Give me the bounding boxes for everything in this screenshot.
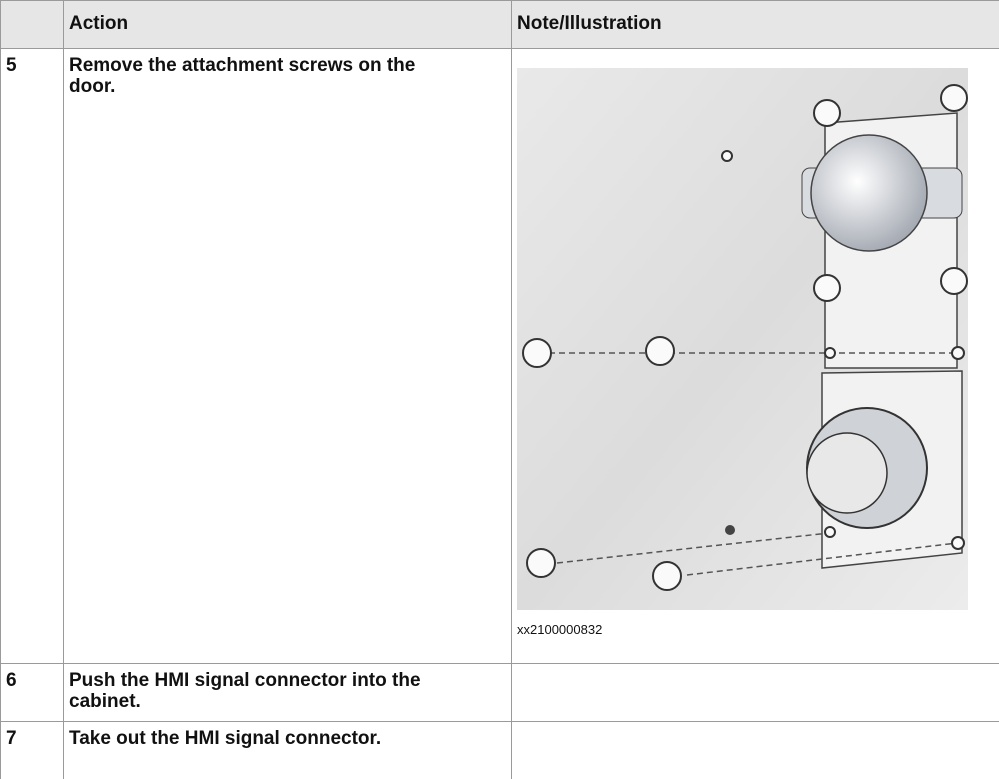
note-cell [511, 48, 999, 664]
action-text: Remove the attachment screws on the door… [63, 48, 512, 664]
illustration [517, 68, 968, 610]
note-cell [511, 721, 999, 779]
action-text: Take out the HMI signal connector. [63, 721, 512, 779]
step-number: 5 [0, 48, 64, 664]
step-number: 6 [0, 663, 64, 722]
header-cell: Note/Illustration [511, 0, 999, 49]
header-cell [0, 0, 64, 49]
figure-caption: xx2100000832 [517, 622, 603, 637]
note-cell [511, 663, 999, 722]
action-text: Push the HMI signal connector into the c… [63, 663, 512, 722]
header-cell: Action [63, 0, 512, 49]
step-number: 7 [0, 721, 64, 779]
